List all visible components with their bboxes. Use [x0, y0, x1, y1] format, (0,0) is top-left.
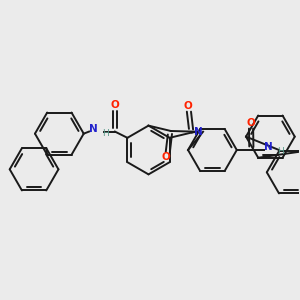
Text: N: N: [194, 127, 203, 137]
Text: O: O: [162, 152, 171, 162]
Text: H: H: [102, 129, 109, 138]
Text: N: N: [264, 142, 273, 152]
Text: H: H: [277, 147, 284, 156]
Text: O: O: [183, 101, 192, 111]
Text: O: O: [111, 100, 119, 110]
Text: N: N: [89, 124, 98, 134]
Text: O: O: [246, 118, 255, 128]
